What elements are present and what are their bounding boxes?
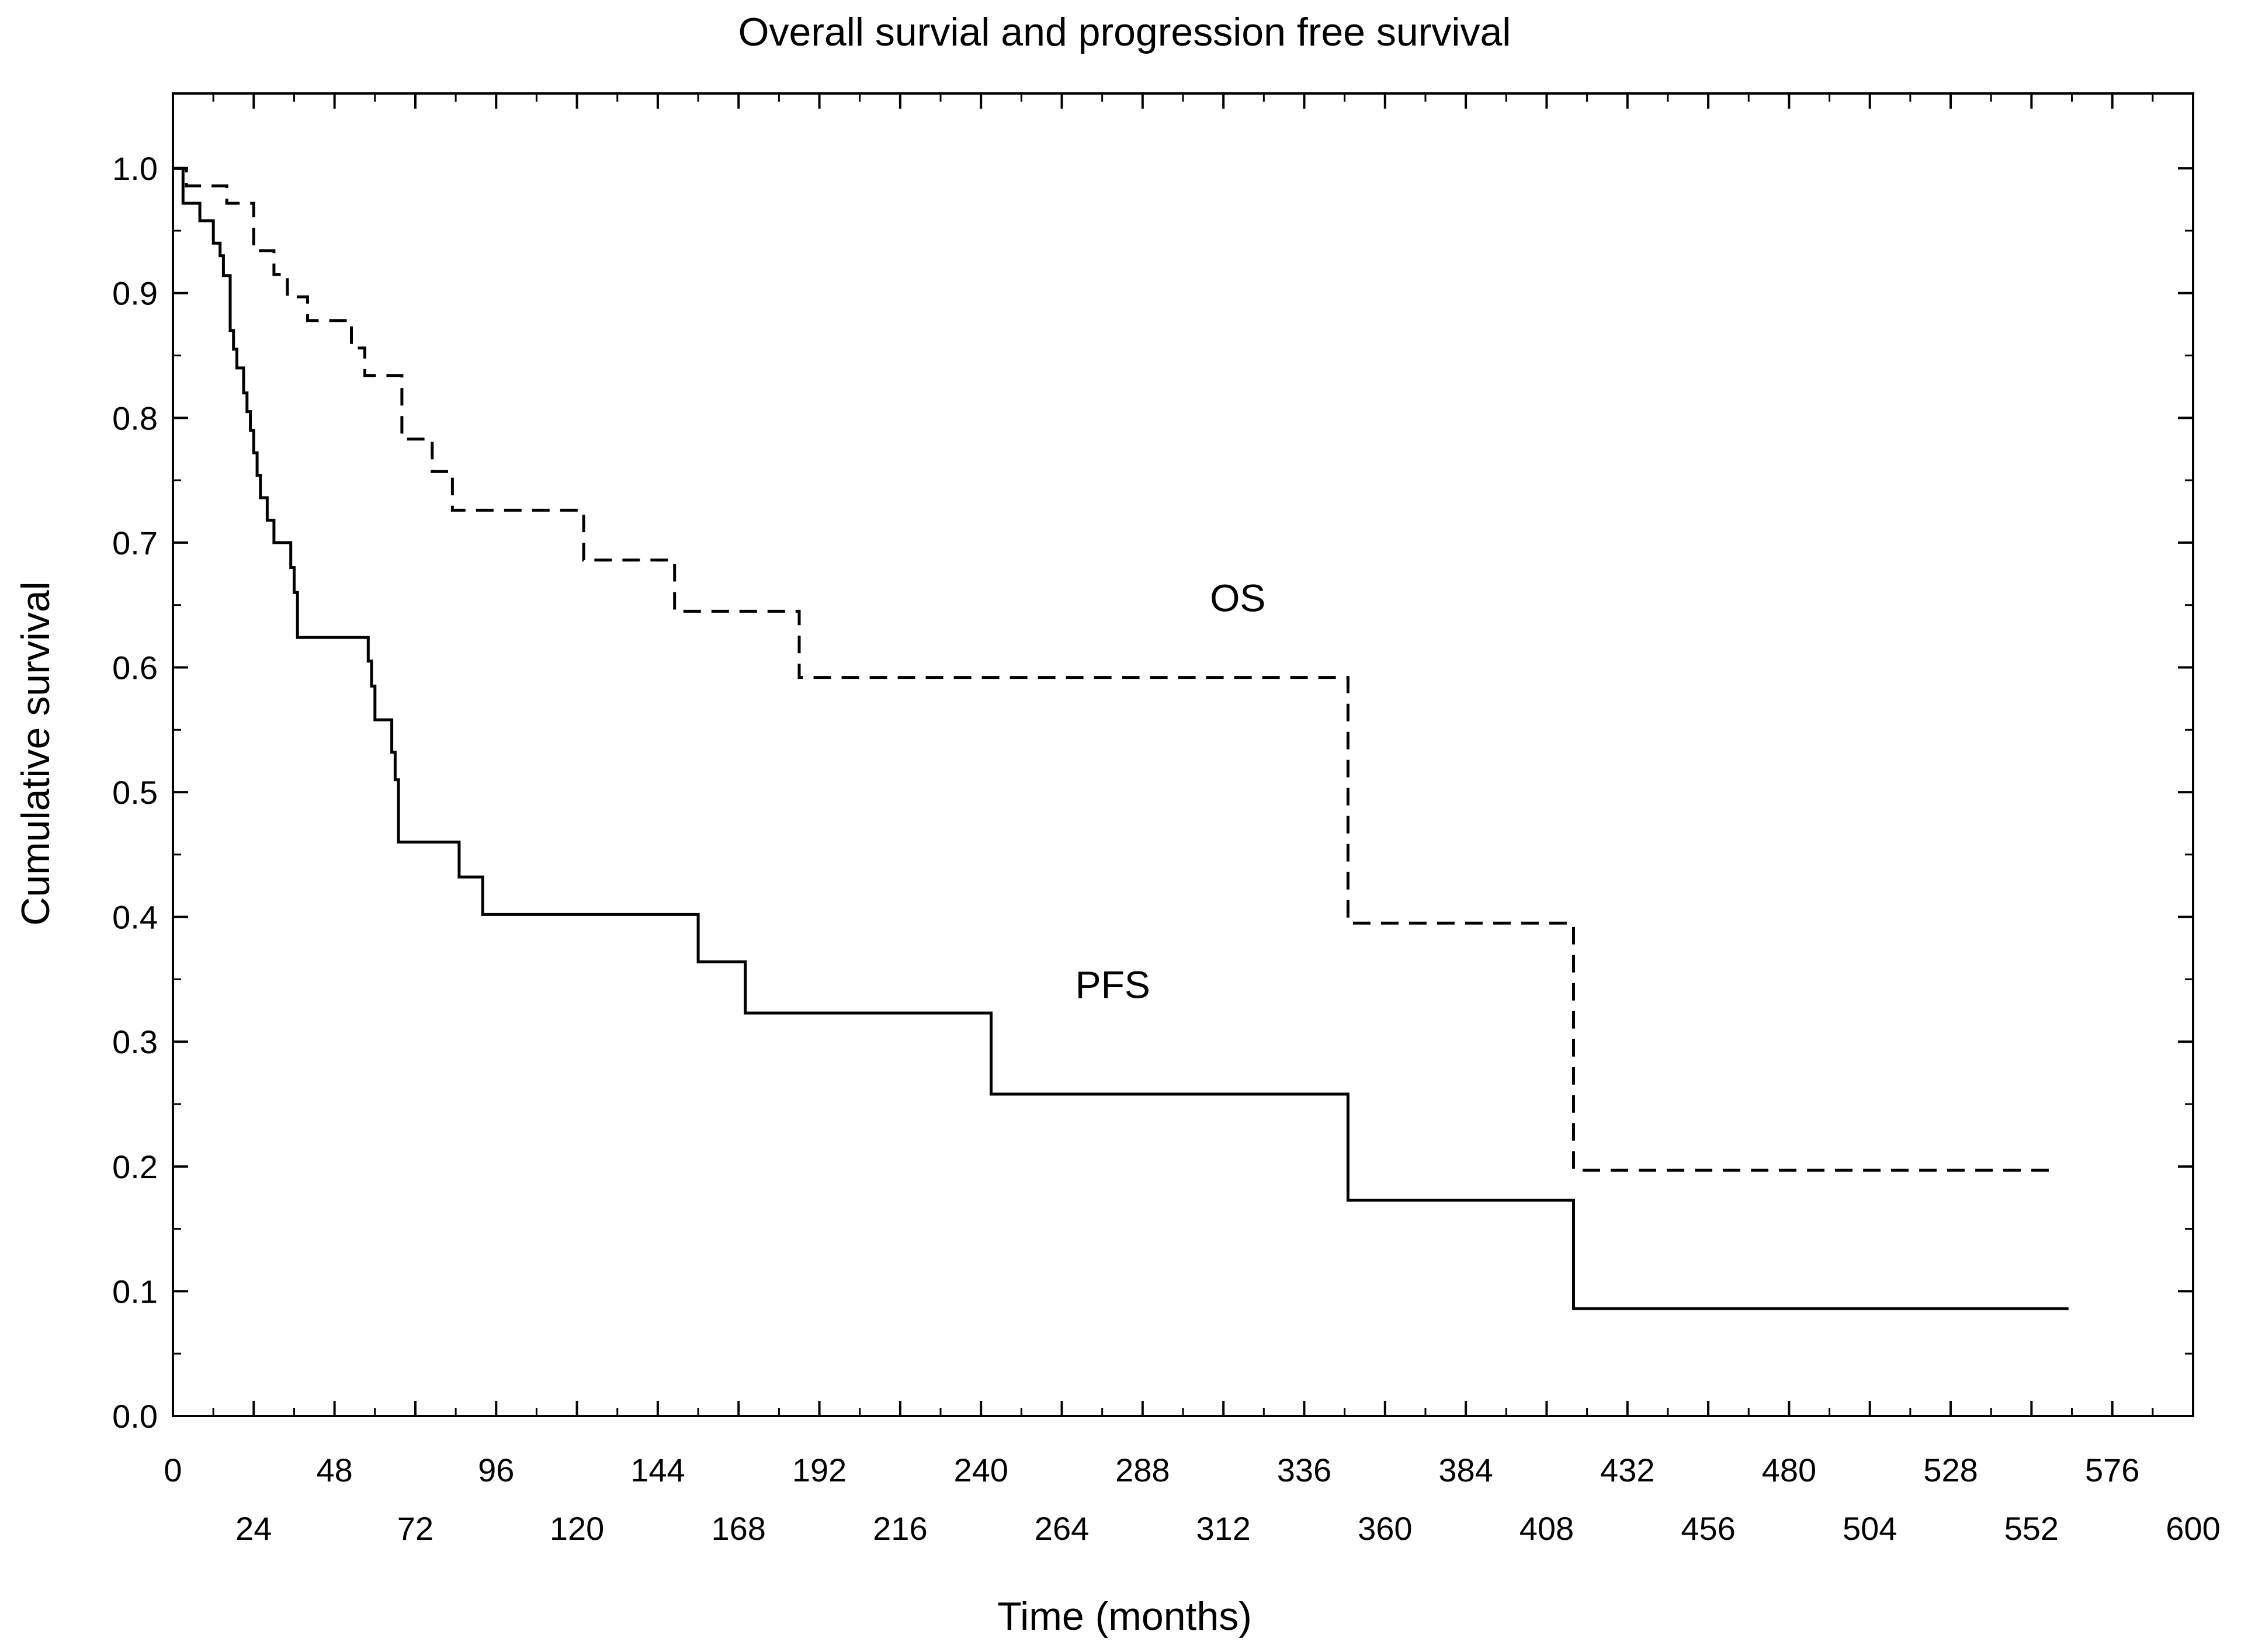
x-tick-label: 264	[1035, 1510, 1089, 1547]
y-axis-title: Cumulative survival	[13, 581, 58, 926]
x-tick-label: 96	[478, 1452, 514, 1488]
x-tick-label: 576	[2085, 1452, 2139, 1488]
plot-frame	[172, 92, 2194, 1417]
series-line-os	[173, 166, 2059, 1172]
y-tick-label: 0.1	[112, 1273, 158, 1310]
x-tick-label: 360	[1358, 1510, 1412, 1547]
series-layer: OS PFS	[173, 166, 2069, 1310]
x-tick-label: 456	[1681, 1510, 1735, 1547]
x-tick-label: 288	[1115, 1452, 1170, 1488]
y-tick-label: 0.2	[112, 1148, 158, 1185]
x-tick-label: 240	[953, 1452, 1008, 1488]
x-tick-label: 0	[164, 1452, 182, 1488]
y-tick-label: 0.6	[112, 649, 158, 686]
x-tick-label: 504	[1843, 1510, 1897, 1547]
x-tick-label: 144	[630, 1452, 685, 1488]
x-tick-label: 384	[1438, 1452, 1493, 1488]
series-label-os: OS	[1210, 576, 1265, 619]
x-tick-label: 552	[2004, 1510, 2059, 1547]
x-tick-label: 24	[235, 1510, 272, 1547]
y-tick-label: 0.8	[112, 400, 158, 436]
chart-title: Overall survial and progression free sur…	[738, 10, 1511, 54]
y-tick-label: 0.5	[112, 774, 158, 811]
x-tick-label: 480	[1762, 1452, 1816, 1488]
series-line-pfs	[173, 166, 2069, 1310]
y-tick-label: 0.3	[112, 1023, 158, 1060]
x-tick-label: 168	[712, 1510, 766, 1547]
x-tick-label: 120	[550, 1510, 604, 1547]
y-tick-label: 0.4	[112, 899, 158, 936]
y-tick-label: 0.9	[112, 275, 158, 312]
y-axis: 0.0 0.1 0.2 0.3 0.4 0.5 0.6 0.7 0.8 0.9 1.0	[112, 150, 2193, 1435]
x-tick-label: 192	[792, 1452, 847, 1488]
x-tick-label: 432	[1600, 1452, 1654, 1488]
x-axis: 0 48 96 144 192 240 288 336 384 432 480 528 576 24 72 1…	[164, 93, 2221, 1547]
x-tick-label: 408	[1520, 1510, 1574, 1547]
y-tick-label: 0.0	[112, 1398, 158, 1435]
x-tick-label: 72	[397, 1510, 433, 1547]
x-axis-title: Time (months)	[997, 1594, 1252, 1639]
x-tick-label: 48	[316, 1452, 352, 1488]
y-tick-label: 1.0	[112, 150, 158, 187]
x-tick-label: 312	[1196, 1510, 1250, 1547]
x-tick-label: 528	[1923, 1452, 1978, 1488]
x-tick-label: 600	[2166, 1510, 2220, 1547]
x-tick-label: 336	[1277, 1452, 1331, 1488]
y-tick-label: 0.7	[112, 525, 158, 561]
x-tick-label: 216	[873, 1510, 927, 1547]
series-label-pfs: PFS	[1076, 963, 1150, 1006]
